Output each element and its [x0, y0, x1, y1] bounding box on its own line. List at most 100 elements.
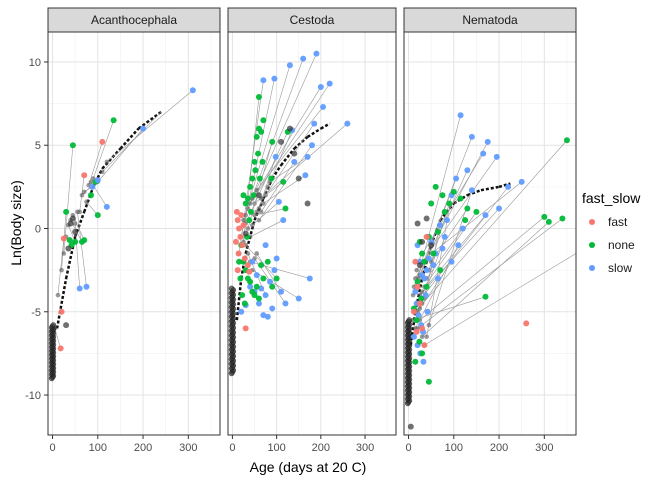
data-point-fast — [413, 328, 420, 335]
segment-start-point — [79, 192, 85, 198]
data-point-fast — [421, 342, 428, 349]
data-point-none — [250, 192, 257, 199]
data-point-host — [63, 322, 70, 329]
segment-start-point — [254, 187, 260, 193]
data-point-slow — [422, 292, 429, 299]
growth-segment — [428, 190, 473, 326]
data-point-none — [256, 175, 263, 182]
facet-strip — [47, 7, 221, 33]
growth-segment — [417, 186, 509, 304]
host-growth-curve — [235, 278, 243, 321]
x-tick-label: 0 — [229, 442, 235, 454]
data-point-slow — [309, 142, 315, 149]
growth-segment — [260, 181, 284, 199]
data-point-fast — [238, 212, 245, 219]
data-point-fast — [240, 222, 247, 229]
data-point-slow — [421, 275, 428, 282]
data-point-slow — [505, 183, 512, 190]
x-tick-label: 0 — [405, 442, 411, 454]
growth-segment — [256, 106, 324, 191]
data-point-host — [255, 192, 262, 199]
data-point-none — [482, 293, 489, 300]
data-point-slow — [410, 333, 417, 340]
legend-key-fast — [589, 219, 595, 225]
segment-start-point — [256, 206, 262, 211]
data-point-none — [260, 117, 267, 124]
data-point-none — [237, 275, 244, 282]
legend: fast_slow fast none slow — [582, 190, 641, 275]
growth-segment — [102, 111, 162, 173]
data-point-none — [269, 138, 276, 145]
data-point-slow — [260, 77, 267, 84]
data-point-host — [69, 215, 76, 222]
panels-layer: Acanthocephala Cestoda Nematoda — [47, 7, 577, 436]
x-tick-label: 300 — [179, 442, 197, 454]
facet-panel-1: Acanthocephala — [47, 7, 221, 436]
facet-label: Cestoda — [290, 13, 335, 27]
data-point-slow — [262, 242, 269, 249]
data-point-fast — [60, 235, 67, 242]
data-point-slow — [302, 172, 309, 179]
facet-panel-3: Nematoda — [403, 7, 577, 436]
host-growth-curve — [101, 147, 122, 170]
host-growth-curve — [55, 278, 68, 329]
data-point-none — [251, 292, 258, 299]
data-point-none — [94, 212, 101, 219]
segment-start-point — [254, 251, 260, 256]
data-point-none — [110, 117, 117, 124]
segment-start-point — [417, 306, 423, 311]
x-tick-label: 200 — [490, 442, 508, 454]
data-point-none — [88, 192, 94, 199]
growth-segment — [252, 269, 299, 299]
data-point-slow — [140, 125, 147, 132]
data-point-none — [242, 200, 249, 207]
host-growth-curve — [498, 182, 511, 189]
data-point-slow — [253, 272, 260, 279]
data-point-slow — [94, 177, 101, 184]
data-point-slow — [412, 288, 419, 295]
data-point-host — [278, 138, 285, 145]
growth-segment — [249, 83, 330, 204]
data-point-slow — [271, 75, 278, 82]
data-point-none — [414, 278, 421, 285]
data-point-none — [428, 200, 435, 207]
segment-start-point — [72, 221, 78, 226]
data-point-host — [428, 242, 435, 249]
growth-segment — [57, 238, 65, 296]
growth-segment — [97, 128, 144, 183]
facet-label: Nematoda — [462, 13, 518, 27]
data-point-slow — [189, 87, 196, 94]
data-point-none — [66, 237, 73, 244]
data-point-host — [291, 150, 298, 157]
data-point-none — [419, 350, 426, 357]
data-point-none — [423, 283, 430, 290]
segment-start-point — [84, 199, 89, 205]
data-point-slow — [255, 300, 262, 307]
segment-start-point — [424, 334, 429, 340]
panel-background — [404, 32, 576, 435]
data-point-none — [441, 208, 448, 215]
host-point — [50, 322, 57, 328]
y-tick-label: 10 — [29, 57, 41, 69]
data-point-slow — [273, 255, 280, 262]
data-point-fast — [244, 262, 251, 269]
x-axis: 0 100 200 300 0 100 200 300 0 100 200 300 — [49, 435, 553, 454]
panel-background — [228, 32, 396, 435]
data-point-slow — [317, 83, 324, 90]
data-point-slow — [459, 225, 466, 232]
data-point-slow — [344, 120, 351, 127]
data-point-fast — [412, 258, 419, 265]
data-point-none — [63, 208, 70, 215]
data-point-host — [295, 175, 302, 182]
data-point-slow — [320, 103, 327, 110]
segment-start-point — [254, 209, 260, 215]
data-point-host — [419, 238, 426, 245]
data-point-none — [247, 278, 254, 285]
data-point-fast — [237, 233, 244, 240]
data-point-none — [280, 178, 287, 185]
host-growth-curve — [293, 135, 309, 150]
legend-label-fast: fast — [608, 215, 628, 229]
x-tick-label: 100 — [267, 442, 285, 454]
data-point-none — [421, 258, 428, 265]
data-point-none — [255, 295, 262, 302]
